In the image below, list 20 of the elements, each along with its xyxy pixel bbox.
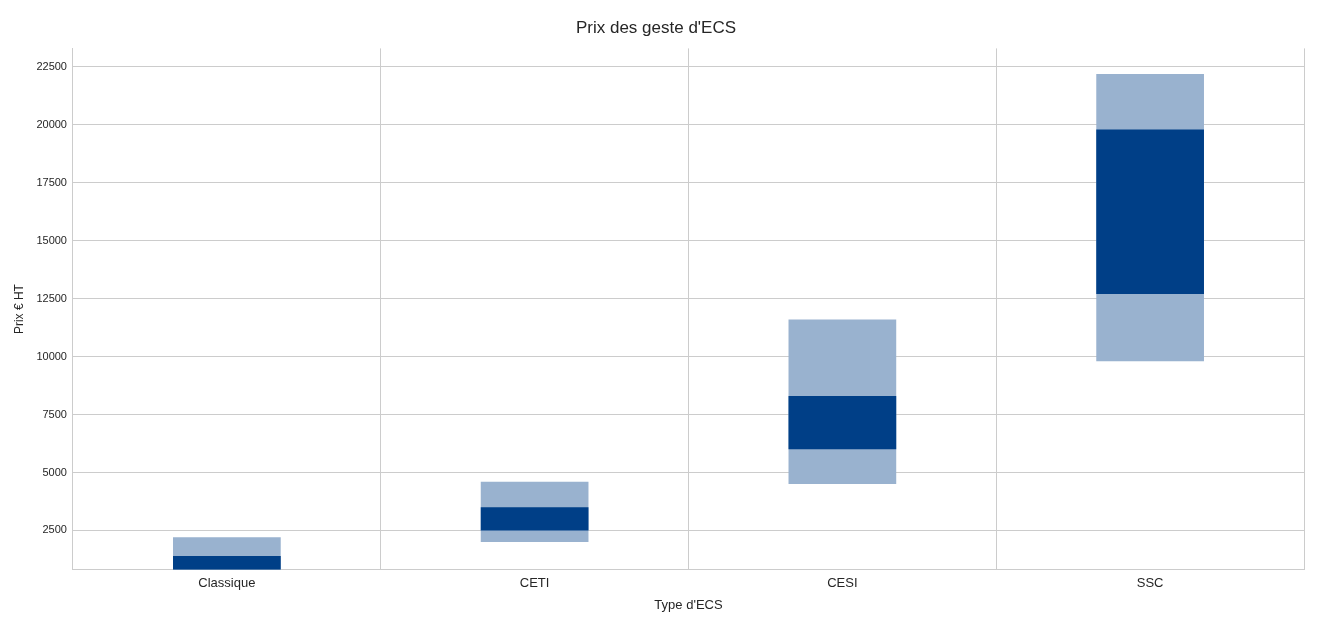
y-tick-label: 20000: [36, 117, 67, 130]
y-axis-title: Prix € HT: [11, 283, 26, 335]
y-tick-label: 10000: [36, 349, 67, 362]
x-tick-label: Classique: [198, 575, 256, 591]
bar: [1096, 129, 1204, 295]
y-tick-label: 12500: [36, 291, 67, 304]
bar: [480, 507, 589, 531]
y-tick-label: 15000: [36, 233, 67, 246]
y-tick-label: 22500: [36, 59, 67, 72]
x-tick-label: CETI: [519, 575, 550, 591]
y-tick-label: 2500: [42, 523, 67, 536]
y-tick-label: 17500: [36, 175, 67, 188]
bar: [788, 396, 897, 450]
x-tick-label: SSC: [1136, 575, 1164, 591]
x-axis-title: Type d'ECS: [654, 596, 723, 612]
chart-title: Prix des geste d'ECS: [575, 17, 737, 37]
bar: [173, 555, 281, 570]
x-tick-label: CESI: [827, 575, 858, 591]
y-tick-label: 5000: [42, 465, 67, 478]
y-tick-label: 7500: [42, 407, 67, 420]
